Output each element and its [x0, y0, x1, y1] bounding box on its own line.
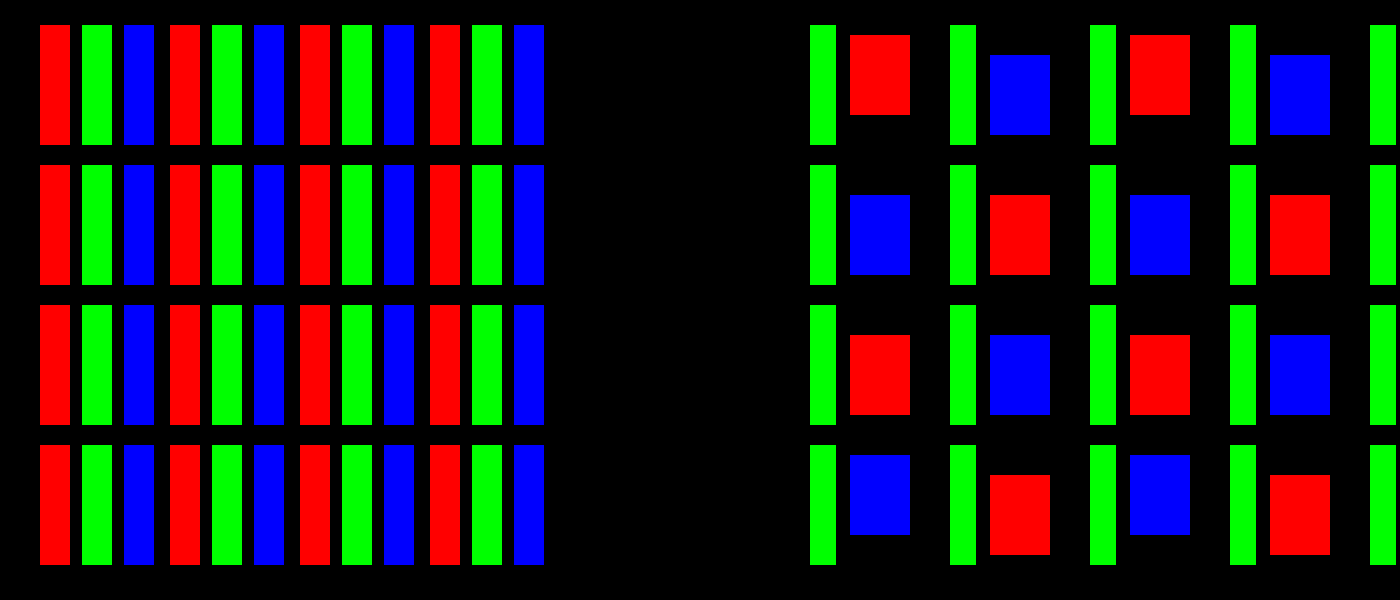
- right-blue-block: [1270, 335, 1330, 415]
- right-red-block: [1130, 335, 1190, 415]
- right-green-stripe: [810, 445, 836, 565]
- right-red-block: [990, 195, 1050, 275]
- right-green-stripe: [1090, 305, 1116, 425]
- left-red-stripe: [170, 165, 200, 285]
- left-red-stripe: [40, 305, 70, 425]
- left-blue-stripe: [124, 25, 154, 145]
- right-green-stripe: [1370, 165, 1396, 285]
- right-green-stripe: [950, 445, 976, 565]
- left-blue-stripe: [514, 165, 544, 285]
- left-blue-stripe: [384, 165, 414, 285]
- left-green-stripe: [472, 25, 502, 145]
- right-red-block: [850, 335, 910, 415]
- left-red-stripe: [430, 305, 460, 425]
- left-red-stripe: [430, 445, 460, 565]
- left-blue-stripe: [514, 305, 544, 425]
- right-green-stripe: [1230, 445, 1256, 565]
- left-green-stripe: [342, 25, 372, 145]
- left-red-stripe: [300, 445, 330, 565]
- right-blue-block: [990, 335, 1050, 415]
- right-green-stripe: [950, 305, 976, 425]
- left-red-stripe: [430, 25, 460, 145]
- right-blue-block: [1130, 455, 1190, 535]
- left-red-stripe: [170, 305, 200, 425]
- right-green-stripe: [810, 305, 836, 425]
- left-green-stripe: [212, 25, 242, 145]
- left-blue-stripe: [254, 165, 284, 285]
- right-blue-block: [1270, 55, 1330, 135]
- right-blue-block: [850, 455, 910, 535]
- left-green-stripe: [472, 305, 502, 425]
- left-blue-stripe: [254, 25, 284, 145]
- left-green-stripe: [82, 445, 112, 565]
- left-green-stripe: [342, 445, 372, 565]
- left-green-stripe: [212, 165, 242, 285]
- left-red-stripe: [300, 305, 330, 425]
- left-blue-stripe: [124, 165, 154, 285]
- left-blue-stripe: [384, 305, 414, 425]
- left-red-stripe: [170, 445, 200, 565]
- right-red-block: [1270, 195, 1330, 275]
- left-blue-stripe: [384, 445, 414, 565]
- left-red-stripe: [170, 25, 200, 145]
- left-red-stripe: [40, 165, 70, 285]
- left-green-stripe: [342, 165, 372, 285]
- right-red-block: [990, 475, 1050, 555]
- left-blue-stripe: [124, 445, 154, 565]
- right-red-block: [1130, 35, 1190, 115]
- right-red-block: [1270, 475, 1330, 555]
- right-blue-block: [850, 195, 910, 275]
- left-blue-stripe: [254, 445, 284, 565]
- right-green-stripe: [950, 165, 976, 285]
- pixel-layout-diagram: [0, 0, 1400, 600]
- left-blue-stripe: [514, 25, 544, 145]
- left-green-stripe: [212, 305, 242, 425]
- left-blue-stripe: [124, 305, 154, 425]
- left-red-stripe: [430, 165, 460, 285]
- right-blue-block: [1130, 195, 1190, 275]
- left-blue-stripe: [514, 445, 544, 565]
- right-green-stripe: [810, 165, 836, 285]
- right-green-stripe: [1230, 25, 1256, 145]
- left-green-stripe: [82, 165, 112, 285]
- left-green-stripe: [472, 445, 502, 565]
- right-green-stripe: [1230, 305, 1256, 425]
- right-green-stripe: [1230, 165, 1256, 285]
- left-red-stripe: [300, 165, 330, 285]
- right-green-stripe: [1370, 25, 1396, 145]
- left-red-stripe: [40, 445, 70, 565]
- right-blue-block: [990, 55, 1050, 135]
- right-green-stripe: [1370, 305, 1396, 425]
- right-green-stripe: [1090, 445, 1116, 565]
- left-blue-stripe: [384, 25, 414, 145]
- left-green-stripe: [472, 165, 502, 285]
- left-green-stripe: [82, 25, 112, 145]
- right-red-block: [850, 35, 910, 115]
- right-green-stripe: [950, 25, 976, 145]
- left-red-stripe: [40, 25, 70, 145]
- left-red-stripe: [300, 25, 330, 145]
- left-green-stripe: [82, 305, 112, 425]
- left-blue-stripe: [254, 305, 284, 425]
- right-green-stripe: [1090, 165, 1116, 285]
- left-green-stripe: [342, 305, 372, 425]
- left-green-stripe: [212, 445, 242, 565]
- right-green-stripe: [810, 25, 836, 145]
- right-green-stripe: [1090, 25, 1116, 145]
- right-green-stripe: [1370, 445, 1396, 565]
